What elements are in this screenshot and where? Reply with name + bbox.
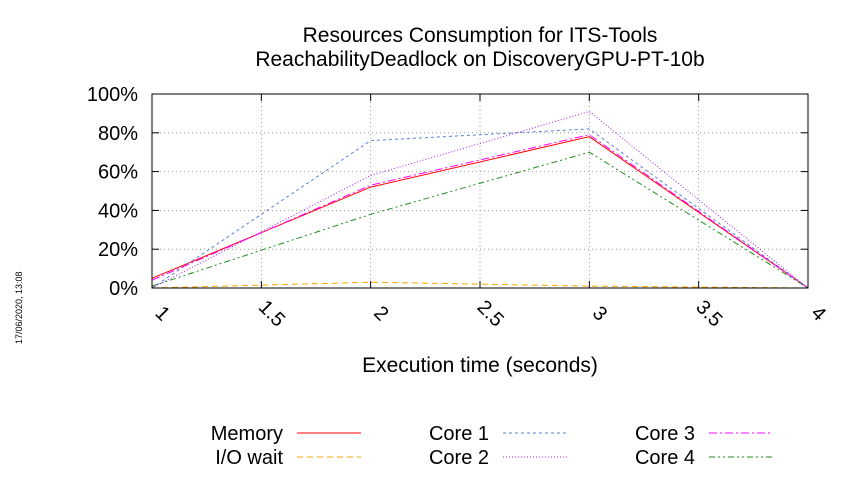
legend-entry: Core 2 bbox=[429, 447, 567, 469]
y-tick-label: 100% bbox=[87, 84, 138, 106]
series-lines bbox=[151, 110, 809, 289]
legend-entry: Core 1 bbox=[429, 423, 567, 445]
y-tick-label: 0% bbox=[109, 278, 138, 300]
series-line-memory bbox=[151, 136, 809, 289]
legend-label: Memory bbox=[211, 423, 283, 445]
legend-label: Core 1 bbox=[429, 423, 489, 445]
chart-subtitle: ReachabilityDeadlock on DiscoveryGPU-PT-… bbox=[255, 48, 704, 71]
legend-label: Core 4 bbox=[635, 447, 695, 469]
legend-label: Core 2 bbox=[429, 447, 489, 469]
grid bbox=[152, 94, 808, 288]
legend-entry: Memory bbox=[211, 423, 361, 445]
chart-title: Resources Consumption for ITS-Tools bbox=[303, 24, 658, 47]
x-tick-label: 3 bbox=[588, 302, 611, 325]
legend-entry: Core 4 bbox=[635, 447, 773, 469]
axis-ticks: 0% 20% 40% 60% 80% 100% 1 1.5 2 2.5 3 3.5 4 bbox=[87, 84, 830, 331]
legend-label: Core 3 bbox=[635, 423, 695, 445]
series-line-core-3 bbox=[151, 134, 809, 289]
y-tick-label: 20% bbox=[98, 239, 138, 261]
series-line-core-4 bbox=[151, 151, 809, 289]
y-tick-label: 40% bbox=[98, 200, 138, 222]
timestamp-label: 17/06/2020, 13:08 bbox=[14, 271, 24, 344]
y-tick-label: 60% bbox=[98, 162, 138, 184]
series-line-core-1 bbox=[151, 128, 809, 289]
x-tick-label: 2 bbox=[369, 302, 392, 325]
x-axis-label: Execution time (seconds) bbox=[362, 354, 598, 377]
series-line-core-2 bbox=[151, 110, 809, 289]
legend-entry: I/O wait bbox=[215, 447, 361, 469]
y-tick-label: 80% bbox=[98, 123, 138, 145]
x-tick-label: 4 bbox=[807, 302, 830, 325]
legend-label: I/O wait bbox=[215, 447, 283, 469]
x-tick-label: 2.5 bbox=[473, 296, 508, 331]
legend-entry: Core 3 bbox=[635, 423, 773, 445]
x-tick-label: 3.5 bbox=[691, 296, 726, 331]
x-tick-label: 1.5 bbox=[254, 296, 289, 331]
x-tick-label: 1 bbox=[151, 302, 174, 325]
